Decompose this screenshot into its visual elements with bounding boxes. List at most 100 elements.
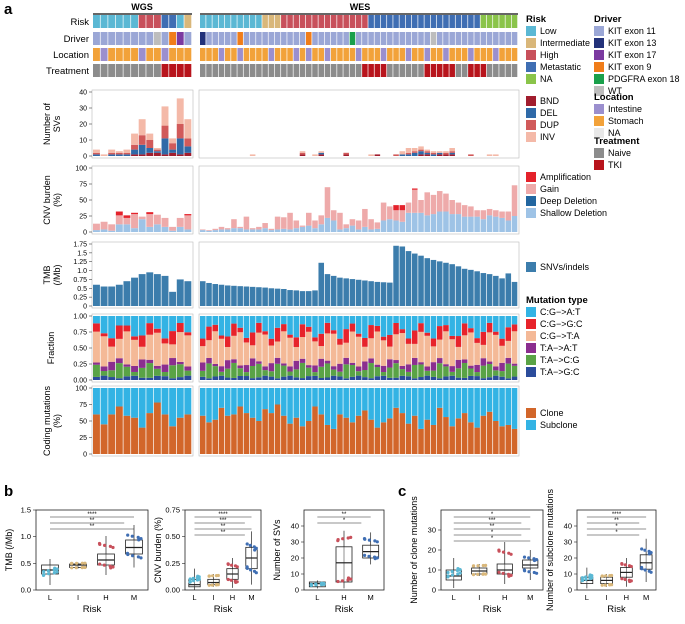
point xyxy=(471,573,476,577)
track-cell xyxy=(412,64,418,77)
track-cell xyxy=(93,15,100,28)
point xyxy=(456,572,460,576)
bar-gain xyxy=(184,215,192,230)
bar-gain xyxy=(387,206,393,220)
bar-fraction xyxy=(146,377,154,380)
bar-clone xyxy=(368,419,374,454)
bar-snvs-indels xyxy=(268,288,275,306)
bar-shallow-deletion xyxy=(200,230,206,232)
point xyxy=(245,565,249,569)
bar-fraction xyxy=(131,339,138,366)
bar-fraction xyxy=(224,368,231,378)
bar-shallow-deletion xyxy=(153,224,161,232)
bar-fraction xyxy=(387,367,393,378)
bar-subclone xyxy=(138,388,146,428)
track-cell xyxy=(355,32,362,45)
track-cell xyxy=(161,32,169,45)
track-cell xyxy=(474,48,480,61)
x-tick-label: H xyxy=(502,593,507,602)
bar-inv xyxy=(138,119,146,136)
track-cell xyxy=(368,48,374,61)
plot-frame xyxy=(303,509,385,591)
bar-snvs-indels xyxy=(499,278,505,306)
bar-shallow-deletion xyxy=(362,226,368,232)
bar-subclone xyxy=(424,388,431,420)
bar-clone xyxy=(131,417,138,454)
track-cell xyxy=(237,15,243,28)
bar-gain xyxy=(256,226,262,230)
panel-label-b: b xyxy=(4,483,13,500)
track-cell xyxy=(268,64,275,77)
point xyxy=(608,582,612,587)
bar-fraction xyxy=(138,316,146,336)
bar-fraction xyxy=(374,367,381,377)
track-cell xyxy=(224,15,231,28)
bar-fraction xyxy=(430,316,437,339)
bar-fraction xyxy=(312,372,318,376)
track-cell xyxy=(206,15,212,28)
bar-gain xyxy=(405,202,412,213)
bar-clone xyxy=(231,414,237,454)
bar-inv xyxy=(115,151,123,153)
point xyxy=(46,569,50,573)
bar-fraction xyxy=(243,372,250,377)
bar-subclone xyxy=(318,388,325,415)
significance-label: ** xyxy=(342,512,347,518)
bar-fraction xyxy=(262,375,268,380)
bar-fraction xyxy=(330,366,337,370)
bar-gain xyxy=(206,230,212,231)
legend-label: Clone xyxy=(540,408,564,418)
track-cell xyxy=(312,15,318,28)
bar-fraction xyxy=(511,376,518,380)
track-cell xyxy=(349,48,356,61)
bar-fraction xyxy=(93,331,100,363)
y-axis-label: Number of SVs xyxy=(272,519,282,581)
bar-inv xyxy=(184,119,192,139)
bar-fraction xyxy=(256,316,262,323)
bar-fraction xyxy=(274,357,281,364)
point xyxy=(501,550,506,554)
point xyxy=(253,548,257,552)
legend-label: Subclone xyxy=(540,420,578,430)
legend-label: WT xyxy=(608,86,622,96)
bar-snvs-indels xyxy=(443,262,449,306)
legend-swatch xyxy=(526,355,536,365)
legend-label: INV xyxy=(540,132,555,142)
bar-clone xyxy=(387,418,393,454)
bar-clone xyxy=(293,417,300,454)
bar-clone xyxy=(337,414,343,454)
bar-gain xyxy=(312,220,318,229)
track-cell xyxy=(324,32,331,45)
point xyxy=(336,579,340,584)
bar-inv xyxy=(312,154,318,156)
track-cell xyxy=(499,64,505,77)
point xyxy=(215,582,219,587)
bar-fraction xyxy=(274,363,281,379)
track-cell xyxy=(486,32,493,45)
bar-fraction xyxy=(455,346,462,360)
track-cell xyxy=(499,48,505,61)
y-tick-label: 0.50 xyxy=(165,532,180,541)
track-cell xyxy=(108,15,116,28)
bar-bnd xyxy=(153,152,161,156)
y-tick-label: 0 xyxy=(83,154,87,161)
bar-gain xyxy=(436,191,443,212)
bar-fraction xyxy=(461,359,468,363)
bar-fraction xyxy=(387,377,393,380)
track-cell xyxy=(299,64,306,77)
bar-shallow-deletion xyxy=(287,229,293,232)
legend-swatch xyxy=(526,307,536,317)
bar-fraction xyxy=(100,333,108,337)
legend-label: T:A−>A:T xyxy=(540,343,578,353)
legend-label: C:G−>A:T xyxy=(540,307,581,317)
bar-del xyxy=(430,154,437,156)
bar-fraction xyxy=(169,378,177,380)
track-cell xyxy=(380,32,387,45)
bar-gain xyxy=(200,229,206,231)
bar-fraction xyxy=(455,377,462,380)
track-cell xyxy=(268,32,275,45)
bar-fraction xyxy=(293,377,300,380)
track-cell xyxy=(93,32,100,45)
bar-fraction xyxy=(362,346,368,362)
track-cell xyxy=(430,48,437,61)
